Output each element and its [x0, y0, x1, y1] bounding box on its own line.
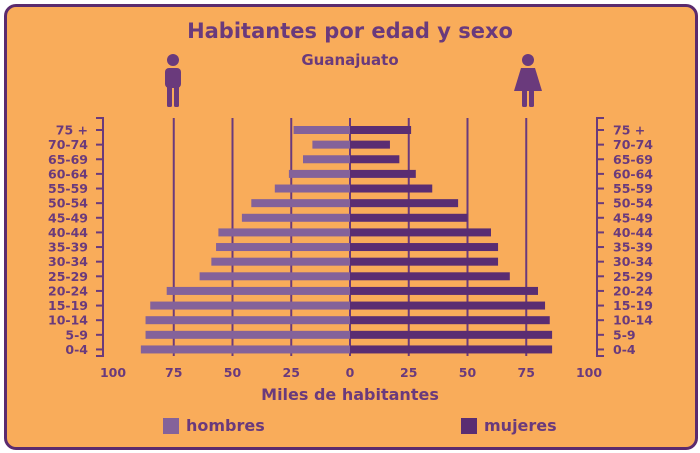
bar-mujeres	[350, 228, 491, 237]
bar-hombres	[145, 330, 350, 339]
x-tick-label: 75	[518, 365, 535, 380]
bar-hombres	[199, 272, 350, 281]
x-tick-label: 25	[400, 365, 417, 380]
bar-hombres	[166, 286, 350, 295]
bar-hombres	[288, 169, 350, 178]
bar-mujeres	[350, 243, 499, 252]
bar-mujeres	[350, 345, 553, 354]
bar-hombres	[241, 213, 350, 222]
bar-mujeres	[350, 140, 390, 149]
x-tick-label: 75	[165, 365, 182, 380]
category-label: 60-64	[613, 166, 653, 181]
bar-hombres	[140, 345, 350, 354]
legend: hombres mujeres	[163, 416, 557, 435]
category-label: 0-4	[65, 342, 88, 357]
category-label: 5-9	[613, 327, 636, 342]
bar-hombres	[145, 316, 350, 325]
bar-hombres	[211, 257, 350, 266]
bar-hombres	[274, 184, 350, 193]
category-label: 15-19	[48, 298, 88, 313]
bar-hombres	[216, 243, 350, 252]
bar-mujeres	[350, 272, 510, 281]
category-label: 10-14	[48, 313, 88, 328]
bar-mujeres	[350, 286, 538, 295]
bar-hombres	[293, 126, 350, 134]
category-label: 75 +	[56, 123, 88, 138]
category-label: 35-39	[613, 240, 653, 255]
category-label: 70-74	[613, 137, 653, 152]
x-axis-label: Miles de habitantes	[261, 385, 439, 404]
category-label: 70-74	[48, 137, 88, 152]
category-label: 65-69	[48, 152, 88, 167]
category-label: 30-34	[613, 254, 653, 269]
legend-label-mujeres: mujeres	[484, 416, 557, 435]
chart-title: Habitantes por edad y sexo	[187, 19, 513, 43]
category-label: 20-24	[613, 283, 653, 298]
bar-hombres	[218, 228, 350, 237]
bar-mujeres	[350, 301, 546, 310]
bar-mujeres	[350, 316, 550, 325]
category-label: 55-59	[613, 181, 653, 196]
x-tick-label: 50	[459, 365, 477, 380]
axis-bracket	[96, 117, 104, 357]
x-tick-label: 100	[100, 365, 126, 380]
category-label: 35-39	[48, 240, 88, 255]
legend-swatch-hombres	[163, 418, 179, 434]
category-label: 25-29	[613, 269, 653, 284]
axis-bracket	[596, 117, 604, 357]
x-tick-label: 50	[224, 365, 242, 380]
category-label: 75 +	[613, 123, 645, 138]
bar-hombres	[303, 155, 350, 164]
category-label: 30-34	[48, 254, 88, 269]
bar-hombres	[150, 301, 350, 310]
category-label: 45-49	[613, 210, 653, 225]
bar-hombres	[251, 199, 350, 208]
bar-mujeres	[350, 213, 468, 222]
bars	[140, 126, 553, 354]
bar-mujeres	[350, 155, 400, 164]
legend-label-hombres: hombres	[186, 416, 265, 435]
bar-mujeres	[350, 257, 499, 266]
category-label: 5-9	[65, 327, 88, 342]
x-tick-label: 100	[576, 365, 602, 380]
bar-mujeres	[350, 126, 412, 134]
bar-hombres	[312, 140, 350, 149]
bar-mujeres	[350, 199, 459, 208]
category-label: 50-54	[613, 196, 653, 211]
category-label: 40-44	[613, 225, 653, 240]
bar-mujeres	[350, 184, 433, 193]
category-label: 40-44	[48, 225, 88, 240]
bar-mujeres	[350, 169, 416, 178]
x-tick-label: 25	[283, 365, 300, 380]
category-label: 15-19	[613, 298, 653, 313]
category-label: 60-64	[48, 166, 88, 181]
bar-mujeres	[350, 330, 553, 339]
category-label: 25-29	[48, 269, 88, 284]
category-label: 55-59	[48, 181, 88, 196]
category-label: 50-54	[48, 196, 88, 211]
chart-subtitle: Guanajuato	[301, 51, 398, 69]
x-tick-label: 0	[346, 365, 355, 380]
category-label: 0-4	[613, 342, 636, 357]
legend-swatch-mujeres	[461, 418, 477, 434]
male-person-icon	[165, 54, 181, 107]
category-label: 20-24	[48, 283, 88, 298]
female-person-icon	[514, 54, 542, 107]
category-label: 45-49	[48, 210, 88, 225]
category-label: 65-69	[613, 152, 653, 167]
category-label: 10-14	[613, 313, 653, 328]
